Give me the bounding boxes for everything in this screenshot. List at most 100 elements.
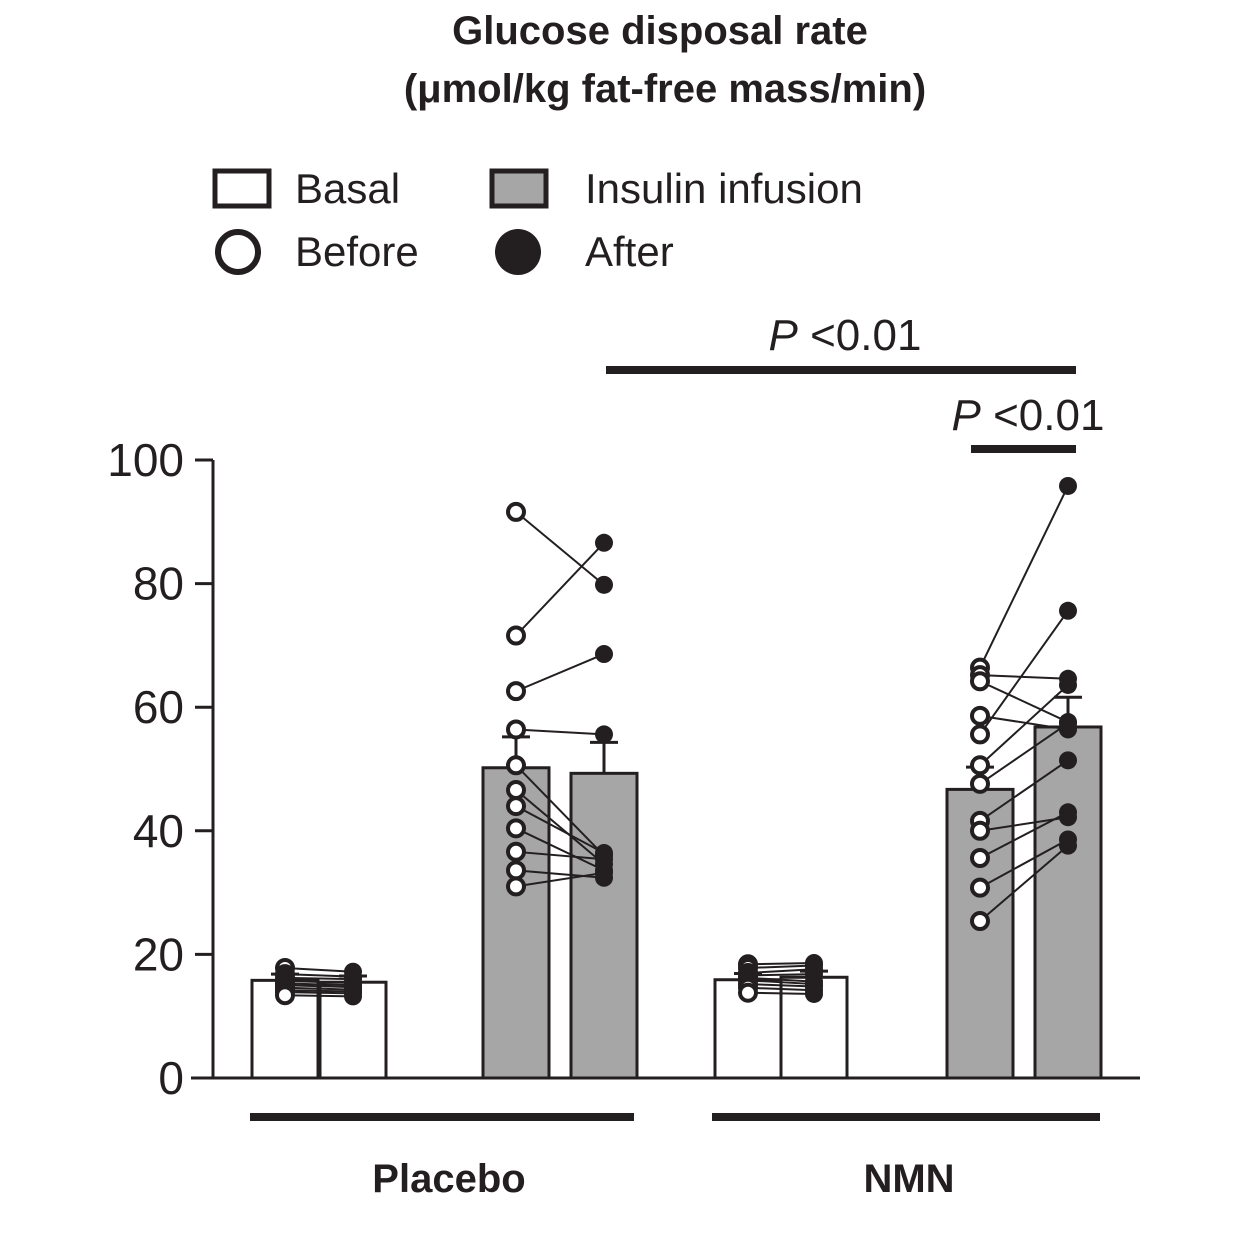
paired-line — [747, 964, 815, 969]
group-placebo-label: Placebo — [372, 1157, 525, 1201]
bar — [569, 771, 639, 1080]
point-after — [805, 984, 823, 1003]
paired-line — [284, 973, 354, 978]
legend-after-label: After — [585, 228, 674, 275]
paired-line — [284, 976, 354, 981]
paired-line — [515, 871, 605, 888]
paired-line — [284, 966, 354, 973]
paired-line — [515, 789, 605, 865]
paired-line — [979, 680, 1069, 723]
paired-line — [515, 653, 605, 693]
point-after — [344, 987, 362, 1006]
group-nmn: NMN — [712, 1113, 1100, 1201]
point-before — [506, 860, 526, 881]
legend-insulin-swatch — [489, 168, 549, 209]
point-before — [506, 780, 526, 801]
significance-nmn: P <0.01 — [952, 391, 1105, 453]
point-before — [506, 681, 526, 702]
significance-nmn-label: P <0.01 — [952, 391, 1105, 440]
point-after — [1059, 476, 1077, 495]
paired-line — [747, 991, 815, 995]
y-tick-label: 20 — [133, 928, 184, 980]
paired-line — [515, 827, 605, 872]
point-before — [275, 985, 295, 1006]
paired-line — [284, 986, 354, 991]
point-after — [595, 863, 613, 882]
paired-line — [284, 984, 354, 989]
chart-title-line1: Glucose disposal rate — [452, 9, 868, 53]
point-before — [506, 841, 526, 862]
paired-line — [979, 485, 1069, 669]
point-before — [506, 719, 526, 740]
paired-line — [747, 968, 815, 974]
point-before — [506, 625, 526, 646]
paired-line — [979, 759, 1069, 822]
point-before — [506, 755, 526, 776]
point-before — [506, 501, 526, 522]
y-tick-label: 80 — [133, 558, 184, 610]
legend-after-marker — [495, 229, 541, 275]
significance-top: P <0.01 — [606, 311, 1076, 374]
point-after — [595, 645, 613, 664]
point-after — [595, 533, 613, 552]
paired-line — [515, 728, 605, 736]
point-before — [970, 671, 990, 692]
point-after — [595, 725, 613, 744]
paired-line — [747, 986, 815, 992]
y-tick-label: 40 — [133, 805, 184, 857]
point-after — [595, 850, 613, 869]
paired-line — [979, 722, 1069, 785]
point-before — [506, 818, 526, 839]
significance-nmn-p: P — [952, 391, 982, 440]
point-before — [506, 796, 526, 817]
chart-title-line2: (μmol/kg fat-free mass/min) — [404, 67, 926, 111]
legend-before-marker — [215, 229, 261, 275]
paired-line — [515, 850, 605, 861]
paired-line — [515, 805, 605, 854]
point-before — [738, 982, 758, 1003]
point-before — [970, 705, 990, 726]
group-placebo: Placebo — [250, 1113, 634, 1201]
paired-line — [979, 684, 1069, 767]
point-before — [970, 724, 990, 745]
paired-line — [747, 976, 815, 983]
point-before — [970, 911, 990, 932]
y-tick-label: 60 — [133, 681, 184, 733]
paired-line — [284, 989, 354, 993]
point-before — [970, 820, 990, 841]
point-after — [1059, 803, 1077, 822]
paired-line — [747, 979, 815, 986]
paired-line — [979, 674, 1069, 680]
point-before — [970, 755, 990, 776]
legend-insulin-label: Insulin infusion — [585, 165, 863, 212]
legend: Basal Insulin infusion Before After — [212, 165, 863, 275]
paired-line — [515, 764, 605, 857]
point-after — [1059, 751, 1077, 770]
paired-line — [979, 610, 1069, 735]
paired-line — [747, 962, 815, 966]
paired-line — [515, 542, 605, 637]
paired-line — [979, 844, 1069, 922]
point-before — [970, 773, 990, 794]
y-tick-label: 0 — [158, 1052, 184, 1104]
paired-line — [284, 994, 354, 998]
legend-basal-swatch — [212, 168, 272, 209]
y-tick-label: 100 — [107, 434, 184, 486]
point-before — [970, 847, 990, 868]
y-axis: 0 20 40 60 80 100 — [107, 434, 215, 1104]
significance-top-label: P <0.01 — [769, 311, 922, 360]
significance-nmn-value: <0.01 — [981, 391, 1105, 440]
legend-before-label: Before — [295, 228, 419, 275]
point-before — [970, 877, 990, 898]
point-after — [1059, 601, 1077, 620]
significance-top-value: <0.01 — [798, 311, 922, 360]
point-after — [595, 575, 613, 594]
point-after — [1059, 675, 1077, 694]
paired-line — [284, 982, 354, 987]
point-after — [1059, 836, 1077, 855]
paired-line — [515, 869, 605, 879]
data-points — [275, 476, 1077, 1006]
group-nmn-label: NMN — [863, 1157, 954, 1201]
paired-line — [747, 973, 815, 977]
